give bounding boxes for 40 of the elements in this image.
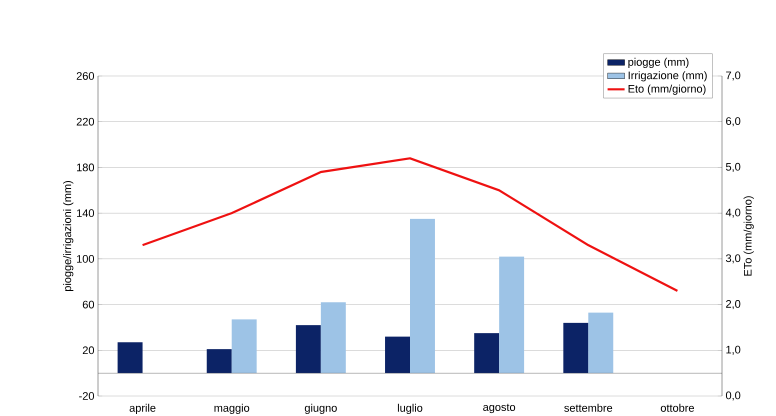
bar (118, 342, 143, 374)
y2-tick-label: 3,0 (726, 254, 740, 264)
x-tick-label: giugno (304, 404, 337, 414)
legend-label: Eto (mm/giorno) (628, 84, 706, 95)
x-tick-label: maggio (214, 404, 250, 414)
y2-tick-label: 5,0 (726, 162, 740, 172)
y-axis-title: piogge/irrigazioni (mm) (63, 180, 74, 292)
y2-tick-label: 1,0 (726, 346, 740, 355)
y2-tick-label: 4,0 (726, 208, 740, 218)
y2-tick-label: 6,0 (726, 117, 740, 126)
bar (206, 349, 232, 374)
y-tick-label: 260 (76, 72, 94, 80)
y-tick-label: -20 (79, 392, 94, 400)
x-tick-label: settembre (564, 404, 612, 412)
x-tick-label: ottobre (660, 404, 694, 412)
bar (232, 319, 257, 374)
y-tick-label: 20 (82, 346, 94, 354)
y2-tick-label: 0,0 (726, 391, 740, 401)
x-tick-label: aprile (130, 404, 156, 414)
bar (474, 333, 500, 374)
bar (320, 302, 346, 374)
y-tick-label: 180 (77, 164, 94, 172)
y-tick-label: 140 (77, 209, 94, 218)
y-tick-label: 100 (77, 254, 94, 263)
legend-label: piogge (mm) (628, 58, 688, 68)
y2-tick-label: 7,0 (726, 71, 740, 81)
bar (563, 322, 588, 374)
y2-tick-label: 2,0 (726, 300, 740, 310)
bar (410, 218, 435, 374)
x-tick-label: agosto (483, 404, 516, 414)
bar (296, 325, 321, 374)
y2-axis-title: ETo (mm/giorno) (744, 196, 754, 276)
x-tick-label: luglio (398, 404, 422, 414)
legend-label: Irrigazione (mm) (628, 71, 707, 82)
bar (385, 336, 410, 374)
bar (499, 256, 524, 374)
y-tick-label: 60 (82, 300, 94, 308)
y-tick-label: 220 (76, 118, 94, 126)
bar (588, 312, 614, 374)
line-series (141, 157, 679, 292)
